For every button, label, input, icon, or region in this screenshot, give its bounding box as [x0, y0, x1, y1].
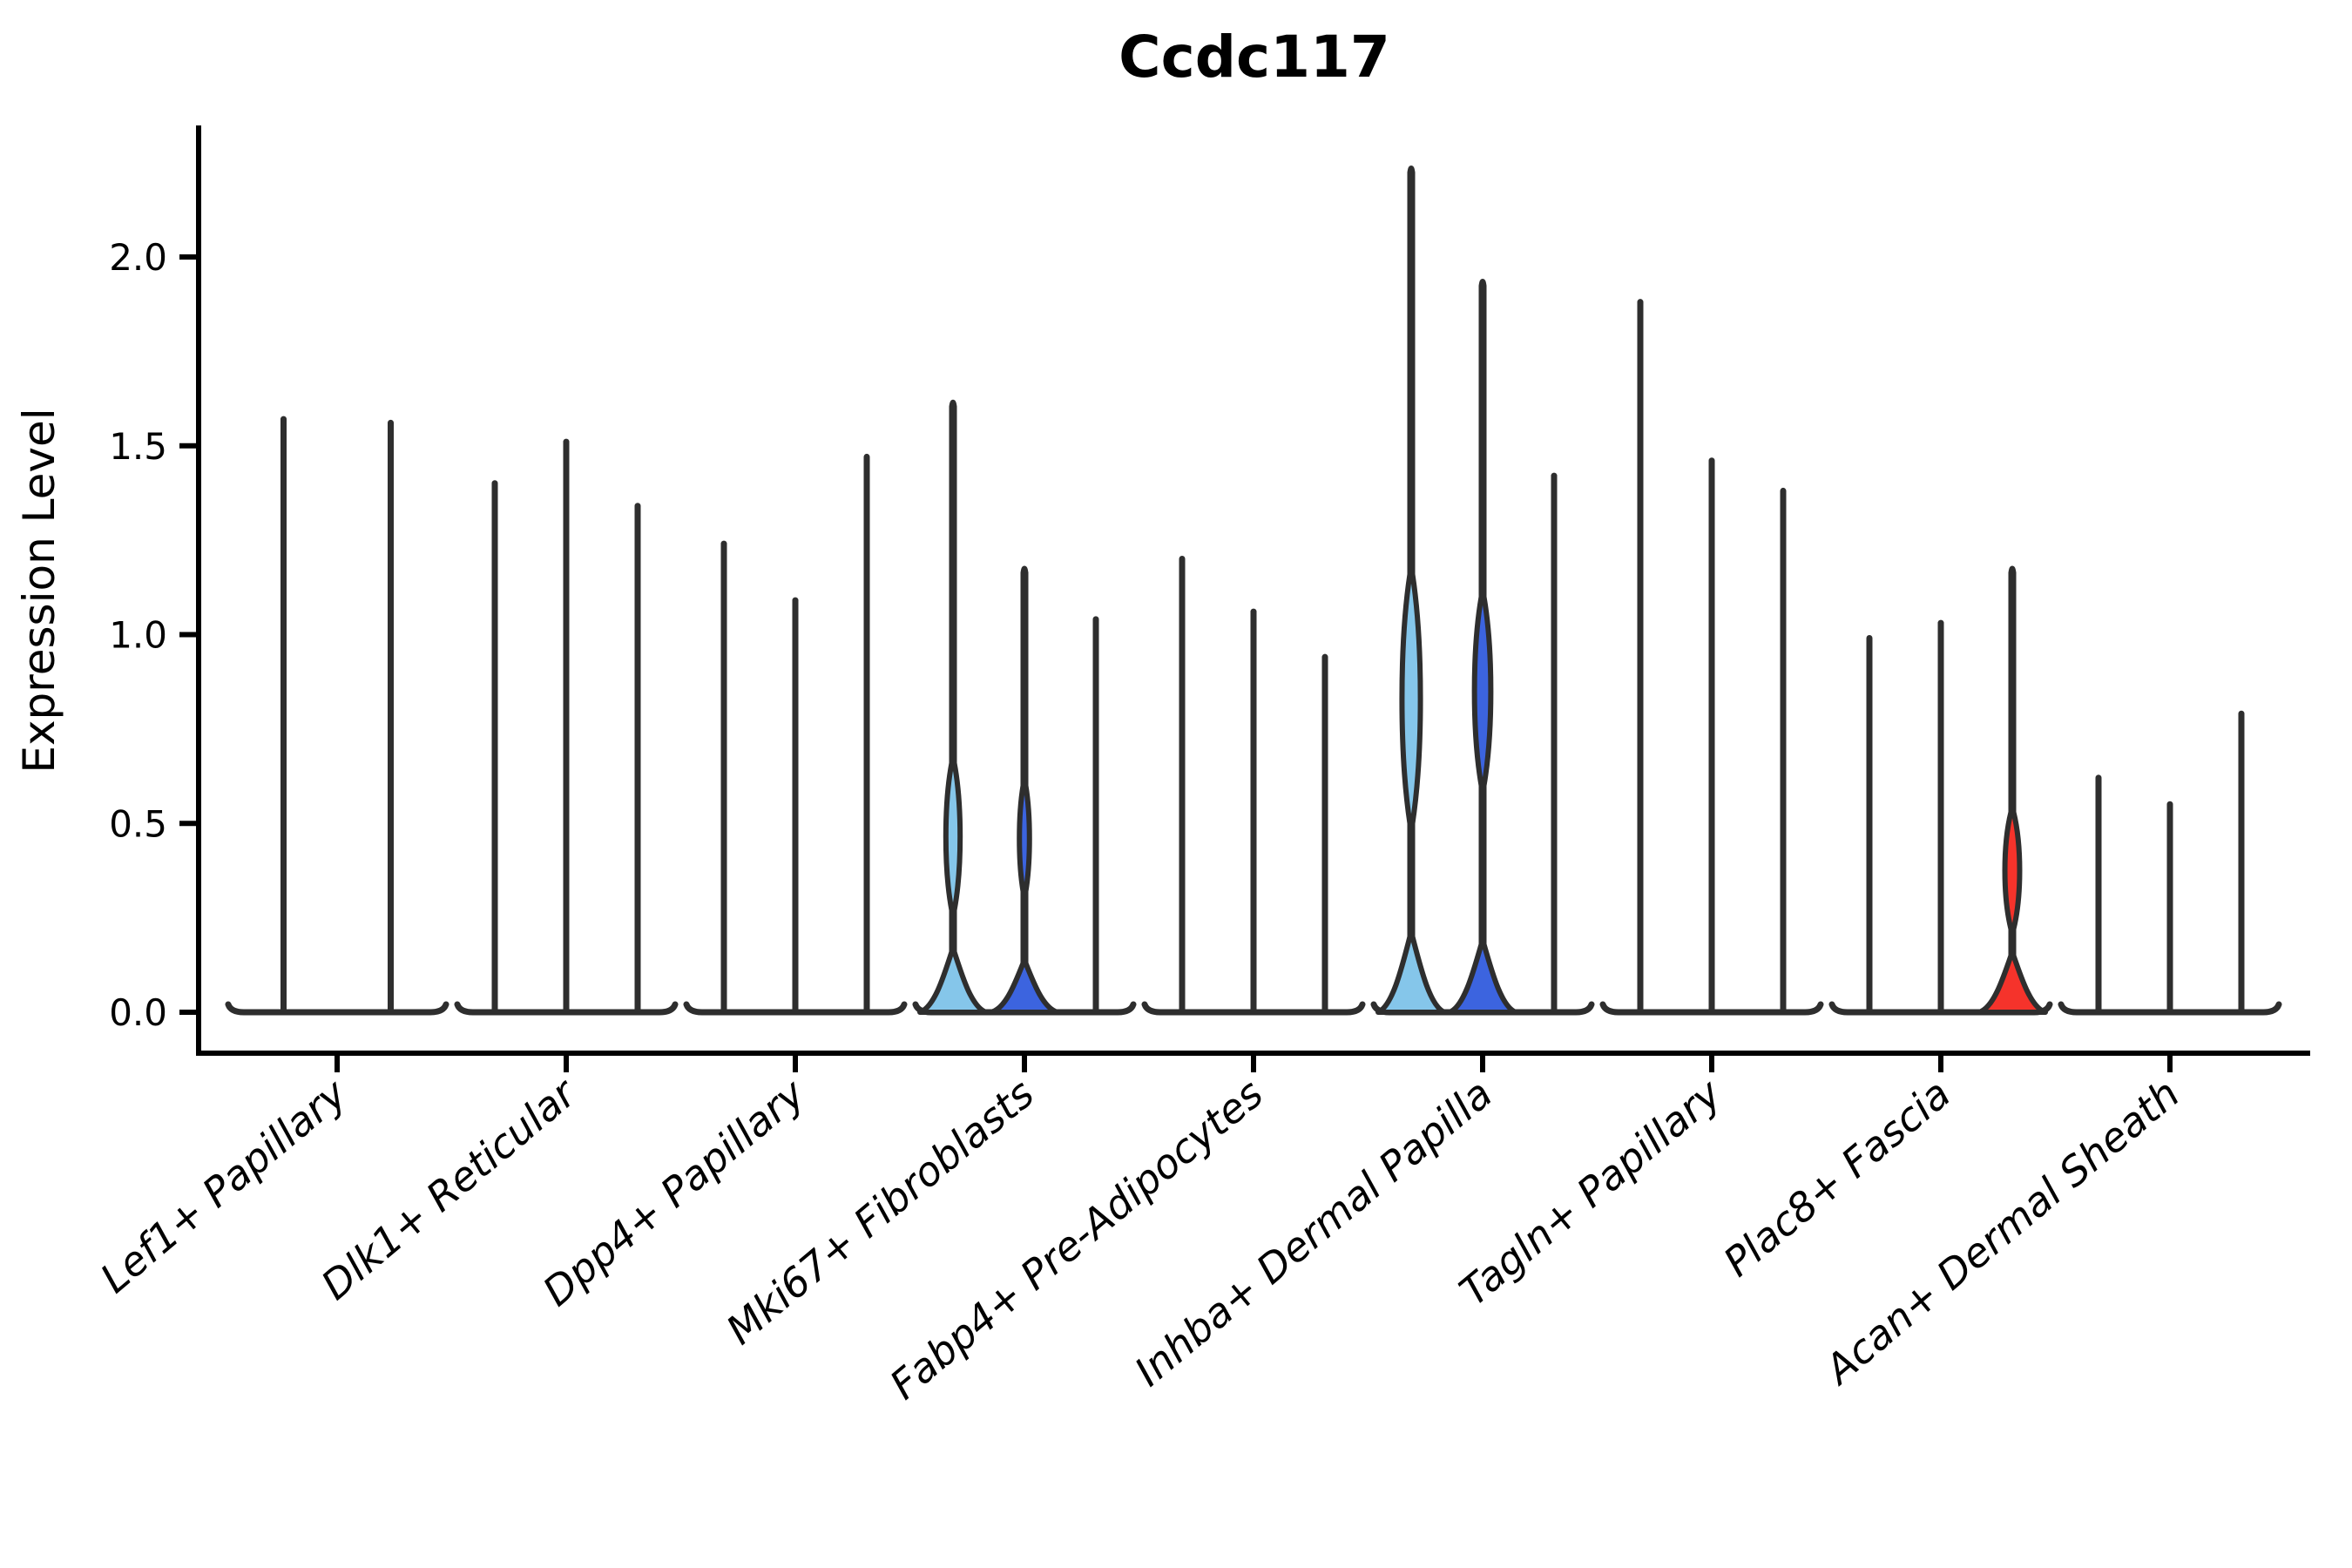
- violin-body-6-1: [1375, 165, 1447, 1015]
- violin-series: [225, 165, 2282, 1016]
- violin-body-4-1: [917, 399, 989, 1015]
- y-axis-ticks: 0.0 0.5 1.0 1.5 2.0: [109, 236, 199, 1034]
- y-tick-label: 2.0: [109, 236, 167, 279]
- x-tick-label: Lef1+ Papillary: [91, 1070, 356, 1302]
- y-tick-label: 1.5: [109, 425, 167, 468]
- x-tick-label: Inhba+ Dermal Papilla: [1125, 1070, 1501, 1396]
- y-tick-label: 0.0: [109, 991, 167, 1034]
- x-tick-label: Plac8+ Fascia: [1714, 1070, 1959, 1286]
- violin-body-8-3: [1977, 565, 2048, 1015]
- x-tick-label: Fabp4+ Pre-Adipocytes: [881, 1070, 1272, 1409]
- violin-body-6-2: [1447, 279, 1518, 1015]
- violin-body-4-2: [989, 565, 1060, 1015]
- chart-title: Ccdc117: [1119, 24, 1390, 91]
- violin-baseline: [225, 1001, 449, 1016]
- y-tick-label: 1.0: [109, 614, 167, 657]
- y-tick-label: 0.5: [109, 802, 167, 845]
- y-axis-label: Expression Level: [14, 408, 64, 773]
